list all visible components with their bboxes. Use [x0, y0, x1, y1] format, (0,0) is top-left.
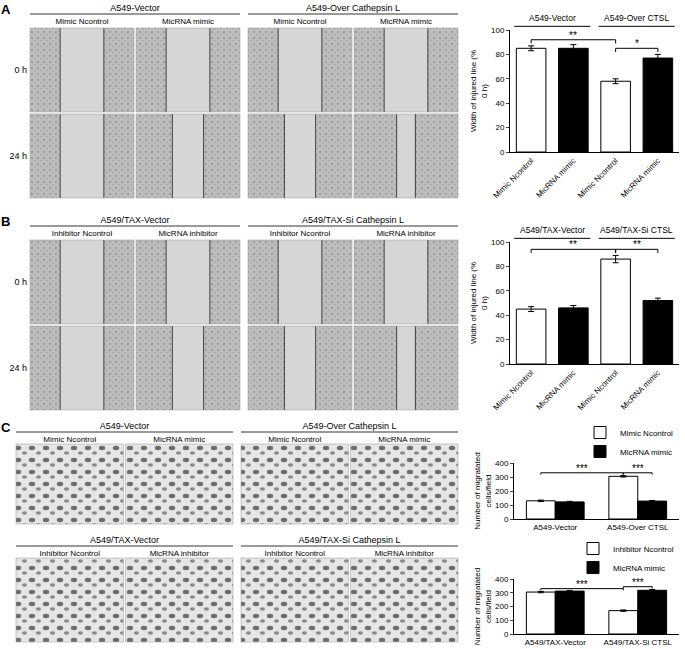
svg-text:A549/TAX-Si Cathepsin L: A549/TAX-Si Cathepsin L	[302, 215, 404, 225]
svg-text:A549-Over Cathepsin L: A549-Over Cathepsin L	[302, 421, 396, 431]
svg-text:A: A	[1, 2, 11, 17]
svg-text:Mimic Ncontrol: Mimic Ncontrol	[492, 156, 536, 200]
svg-text:Number of migratatedcells/fiel: Number of migratatedcells/field	[473, 452, 492, 529]
svg-text:Inhibitor Ncontrol: Inhibitor Ncontrol	[613, 545, 674, 554]
svg-text:Mimic Ncontrol: Mimic Ncontrol	[576, 156, 620, 200]
svg-text:MicRNA mimic: MicRNA mimic	[380, 17, 432, 26]
svg-text:Mimic Ncontrol: Mimic Ncontrol	[268, 435, 321, 444]
svg-text:MicRNA inhibitor: MicRNA inhibitor	[150, 549, 209, 558]
svg-text:**: **	[569, 239, 577, 250]
svg-text:MicRNA mimic: MicRNA mimic	[619, 156, 662, 199]
svg-text:Mimic Ncontrol: Mimic Ncontrol	[56, 17, 109, 26]
svg-text:300: 300	[495, 473, 509, 482]
svg-text:Number of migratatedcells/fiel: Number of migratatedcells/field	[473, 568, 492, 645]
svg-text:0: 0	[504, 515, 509, 524]
svg-text:0: 0	[500, 360, 505, 369]
svg-text:Mimic Ncontrol: Mimic Ncontrol	[43, 435, 96, 444]
svg-text:Mimic Ncontrol: Mimic Ncontrol	[620, 429, 673, 438]
svg-text:MicRNA inhibitor: MicRNA inhibitor	[158, 229, 217, 238]
svg-text:Inhibitor Ncontrol: Inhibitor Ncontrol	[270, 229, 331, 238]
svg-text:MicRNA inhibitor: MicRNA inhibitor	[376, 229, 435, 238]
svg-text:100: 100	[495, 501, 509, 510]
svg-text:20: 20	[495, 335, 504, 344]
svg-text:100: 100	[495, 616, 509, 625]
svg-text:A549/TAX-Vector: A549/TAX-Vector	[520, 225, 585, 235]
svg-text:Inhibitor Ncontrol: Inhibitor Ncontrol	[265, 549, 326, 558]
svg-text:A549/TAX-Si CTSL: A549/TAX-Si CTSL	[604, 638, 673, 647]
svg-text:60: 60	[495, 75, 504, 84]
svg-text:B: B	[1, 214, 10, 229]
svg-text:A549/TAX-Si CTSL: A549/TAX-Si CTSL	[600, 225, 673, 235]
svg-text:A549-Vector: A549-Vector	[529, 13, 576, 23]
svg-text:300: 300	[495, 589, 509, 598]
svg-text:A549-Vector: A549-Vector	[110, 3, 160, 13]
svg-text:***: ***	[632, 577, 644, 588]
svg-text:Inhibitor Ncontrol: Inhibitor Ncontrol	[52, 229, 113, 238]
svg-text:40: 40	[495, 99, 504, 108]
svg-text:100: 100	[491, 238, 505, 247]
svg-text:Inhibitor Ncontrol: Inhibitor Ncontrol	[40, 549, 101, 558]
svg-text:0: 0	[500, 148, 505, 157]
svg-text:40: 40	[495, 311, 504, 320]
svg-text:A549-Over CTSL: A549-Over CTSL	[604, 13, 669, 23]
svg-text:Mimic Ncontrol: Mimic Ncontrol	[576, 368, 620, 412]
svg-text:80: 80	[495, 50, 504, 59]
svg-text:A549/TAX-Si Cathepsin L: A549/TAX-Si Cathepsin L	[299, 535, 401, 545]
svg-text:MicRNA mimic: MicRNA mimic	[153, 435, 205, 444]
svg-text:Mimic Ncontrol: Mimic Ncontrol	[274, 17, 327, 26]
svg-text:**: **	[633, 239, 641, 250]
svg-text:*: *	[635, 38, 639, 49]
svg-text:MicRNA inhibitor: MicRNA inhibitor	[375, 549, 434, 558]
svg-text:***: ***	[576, 463, 588, 474]
svg-text:0 h: 0 h	[14, 65, 27, 75]
svg-text:MicRNA mimic: MicRNA mimic	[534, 156, 577, 199]
svg-text:400: 400	[495, 459, 509, 468]
svg-text:***: ***	[632, 463, 644, 474]
svg-text:A549-Vector: A549-Vector	[100, 421, 150, 431]
svg-text:A549/TAX-Vector: A549/TAX-Vector	[525, 638, 587, 647]
svg-text:MicRNA mimic: MicRNA mimic	[162, 17, 214, 26]
svg-text:A549-Over Cathepsin L: A549-Over Cathepsin L	[306, 3, 400, 13]
svg-text:A549/TAX-Vector: A549/TAX-Vector	[101, 215, 170, 225]
svg-text:MicRNA mimic: MicRNA mimic	[619, 368, 662, 411]
svg-text:MicRNA mimic: MicRNA mimic	[378, 435, 430, 444]
svg-text:200: 200	[495, 487, 509, 496]
svg-text:20: 20	[495, 123, 504, 132]
svg-text:Width of injured line (%0 h): Width of injured line (%0 h)	[469, 50, 488, 132]
svg-text:MicRNA mimic: MicRNA mimic	[613, 564, 665, 573]
svg-text:400: 400	[495, 575, 509, 584]
svg-text:MicRNA mimic: MicRNA mimic	[534, 368, 577, 411]
svg-text:**: **	[569, 30, 577, 41]
svg-text:80: 80	[495, 262, 504, 271]
svg-text:100: 100	[491, 26, 505, 35]
svg-text:A549-Vector: A549-Vector	[533, 523, 577, 532]
svg-text:Width of injured line (%0 h): Width of injured line (%0 h)	[469, 262, 488, 344]
svg-text:***: ***	[576, 579, 588, 590]
svg-text:200: 200	[495, 602, 509, 611]
svg-text:24 h: 24 h	[9, 151, 27, 161]
svg-text:24 h: 24 h	[9, 363, 27, 373]
svg-text:0 h: 0 h	[14, 277, 27, 287]
svg-text:MicRNA mimic: MicRNA mimic	[620, 448, 672, 457]
svg-text:C: C	[1, 420, 11, 435]
svg-text:0: 0	[504, 630, 509, 639]
svg-text:60: 60	[495, 287, 504, 296]
svg-text:A549/TAX-Vector: A549/TAX-Vector	[90, 535, 159, 545]
svg-text:Mimic Ncontrol: Mimic Ncontrol	[492, 368, 536, 412]
svg-text:A549-Over CTSL: A549-Over CTSL	[607, 523, 669, 532]
